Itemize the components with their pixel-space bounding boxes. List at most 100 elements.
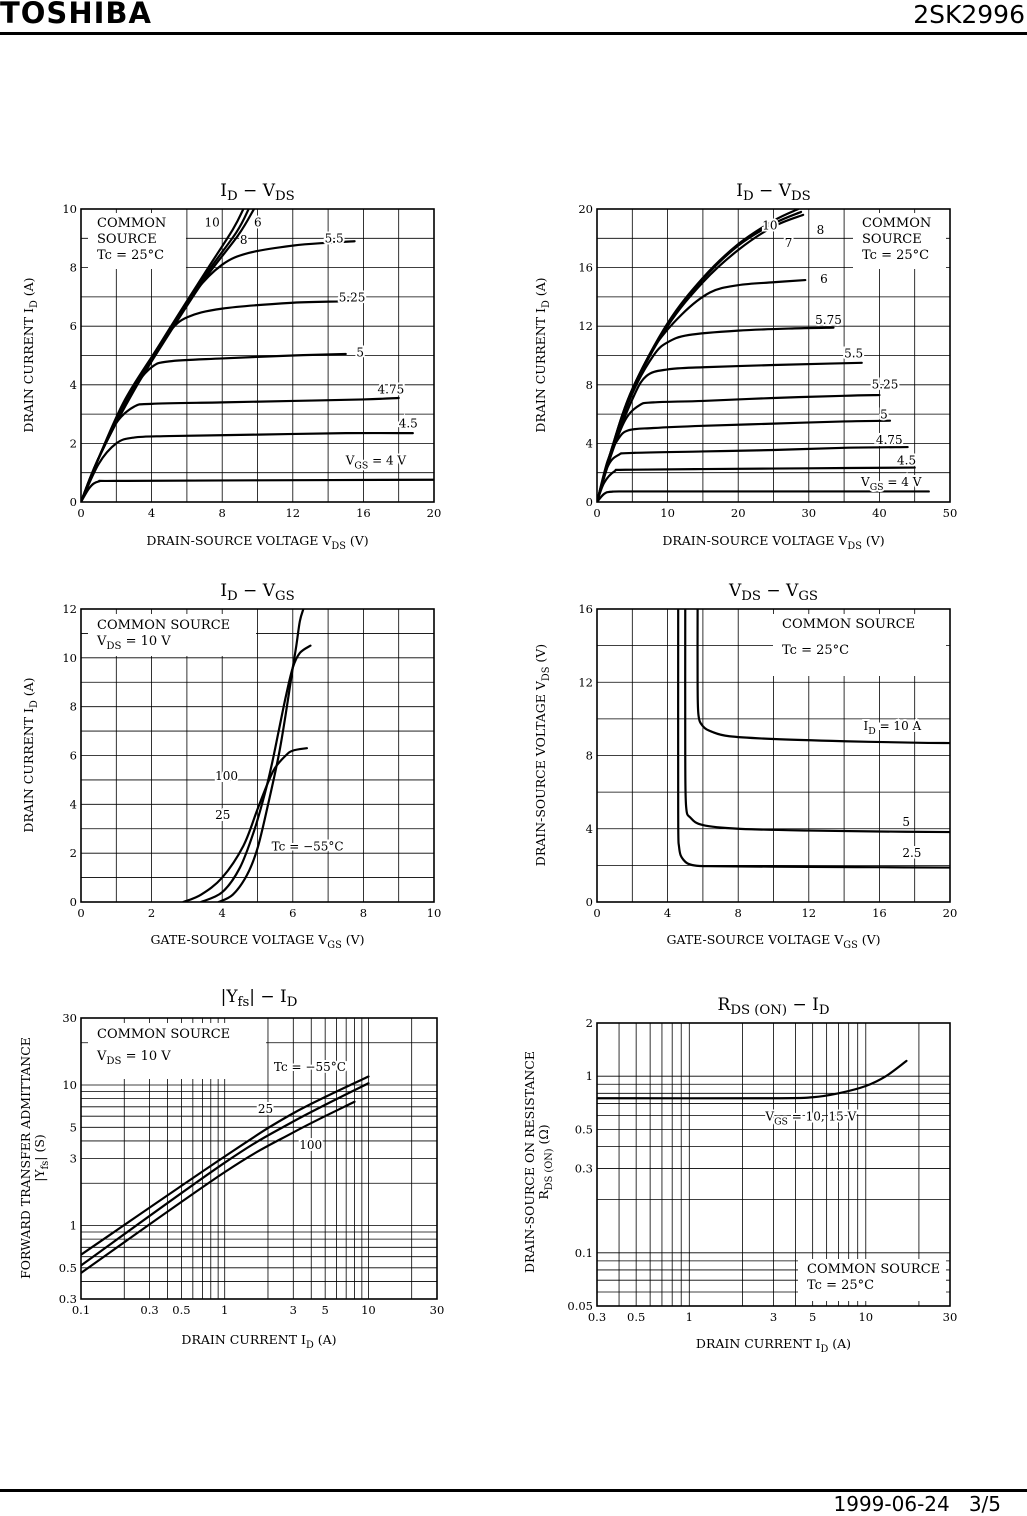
y-axis-label: DRAIN CURRENT ID (A) [21, 277, 40, 432]
series-line-ID-10-A [696, 609, 950, 745]
curve-labels: ID = 10 A 5 2.5 [862, 717, 924, 862]
y-axis-text: FORWARD TRANSFER ADMITTANCE [18, 1037, 33, 1279]
y-tick-label: 10 [62, 1078, 77, 1092]
text-part: DRAIN CURRENT I [21, 708, 36, 833]
note-line: VDS = 10 V [96, 634, 171, 652]
series-line-4.75 [597, 445, 909, 502]
subscript: D [868, 726, 876, 737]
x-tick-label: 0.1 [72, 1303, 90, 1317]
subscript: DS [331, 541, 346, 552]
subscript: DS (ON) [544, 1148, 555, 1190]
curve-label: 100 [299, 1138, 322, 1152]
note-line: Tc = 25°C [782, 643, 849, 658]
text-part: GATE-SOURCE VOLTAGE V [150, 932, 328, 947]
text-part: DRAIN CURRENT I [533, 308, 548, 433]
subscript: DS [541, 667, 552, 682]
text-part: (V) [342, 932, 365, 947]
series [81, 209, 434, 502]
curve-labels: 100 25 Tc = −55°C [213, 767, 345, 856]
note-box [853, 213, 946, 269]
subscript: DS [791, 189, 811, 204]
x-tick-label: 2 [148, 906, 155, 920]
y-axis-label: FORWARD TRANSFER ADMITTANCE |Yfs| (S) [18, 1037, 51, 1279]
note-line: Tc = 25°C [862, 248, 929, 263]
text-part: (A) [21, 677, 36, 700]
x-tick-label: 50 [943, 506, 958, 520]
x-axis-label: GATE-SOURCE VOLTAGE VGS (V) [666, 932, 880, 951]
y-tick-label: 1 [586, 1069, 593, 1083]
x-axis-label: DRAIN-SOURCE VOLTAGE VDS (V) [146, 533, 368, 552]
series-line-VGS-4-V [597, 490, 930, 502]
series-line-4.5 [81, 431, 414, 502]
x-tick-label: 5 [322, 1303, 329, 1317]
subscript: GS [275, 589, 295, 604]
x-tick-label: 1 [686, 1310, 693, 1324]
curve-label: Tc = −55°C [274, 1060, 346, 1074]
y-tick-label: 0.05 [567, 1299, 593, 1313]
x-tick-label: 5 [809, 1310, 816, 1324]
y-axis-text: RDS (ON) (Ω) [536, 1124, 555, 1199]
tick-labels: 0.3 0.5 1 3 5 10 30 0.05 0.1 0.3 0.5 1 2 [567, 1016, 957, 1324]
y-tick-label: 3 [70, 1152, 77, 1166]
x-tick-label: 16 [872, 906, 887, 920]
text-part: DRAIN CURRENT I [21, 308, 36, 433]
x-tick-label: 10 [858, 1310, 873, 1324]
y-tick-label: 8 [586, 378, 593, 392]
curve-label: 5.75 [815, 313, 842, 327]
y-axis-text: DRAIN-SOURCE ON RESISTANCE [522, 1051, 537, 1273]
text-part: GATE-SOURCE VOLTAGE V [666, 932, 844, 947]
y-tick-label: 0 [70, 895, 77, 909]
y-tick-label: 4 [70, 797, 77, 811]
series [597, 1059, 908, 1100]
text-part: R [718, 995, 732, 1015]
y-tick-label: 30 [62, 1011, 77, 1025]
subscript: GS [354, 460, 368, 471]
series [81, 1075, 370, 1275]
text-part: R [536, 1190, 551, 1200]
curve-label: 4.75 [876, 433, 903, 447]
subscript: GS [843, 940, 857, 951]
text-part: = 10, 15 V [788, 1110, 857, 1124]
curve-label: 7 [785, 236, 793, 250]
text-part: − V [754, 181, 792, 201]
y-axis-label: DRAIN-SOURCE ON RESISTANCE RDS (ON) (Ω) [522, 1051, 555, 1273]
x-tick-label: 8 [735, 906, 742, 920]
y-tick-label: 8 [70, 261, 77, 275]
subscript: fs [238, 995, 250, 1010]
curve-label: 5 [902, 815, 910, 829]
y-tick-label: 20 [578, 202, 593, 216]
y-tick-label: 4 [586, 436, 593, 450]
text-part: = 4 V [368, 453, 406, 467]
note-box [773, 614, 946, 676]
series-line-100 [81, 1100, 356, 1275]
text-part: I [220, 581, 227, 601]
y-tick-label: 10 [62, 202, 77, 216]
x-tick-label: 0 [593, 506, 600, 520]
text-part: |Y [221, 987, 239, 1007]
y-tick-label: 2 [70, 846, 77, 860]
curve-label: 4.5 [399, 416, 418, 430]
y-tick-label: 0.5 [575, 1122, 593, 1136]
y-tick-label: 0.3 [59, 1292, 77, 1306]
series-line-7 [597, 213, 805, 502]
series-line-4.5 [597, 466, 916, 502]
chart-title: VDS − VGS [728, 581, 818, 604]
y-tick-label: 8 [586, 749, 593, 763]
x-axis-label: DRAIN CURRENT ID (A) [181, 1332, 336, 1351]
text-part: = 10 V [121, 1049, 171, 1064]
x-tick-label: 8 [360, 906, 367, 920]
footer-rule [0, 1489, 1027, 1492]
x-tick-label: 4 [664, 906, 671, 920]
text-part: (A) [314, 1332, 337, 1347]
text-part: DRAIN-SOURCE VOLTAGE V [146, 533, 332, 548]
curve-labels: 10 86 5.5 5.25 5 4.75 4.5 VGS = 4 V [203, 214, 420, 474]
series-line-VGS-4-V [81, 478, 434, 502]
note-line: Tc = 25°C [97, 248, 164, 263]
x-tick-label: 30 [801, 506, 816, 520]
